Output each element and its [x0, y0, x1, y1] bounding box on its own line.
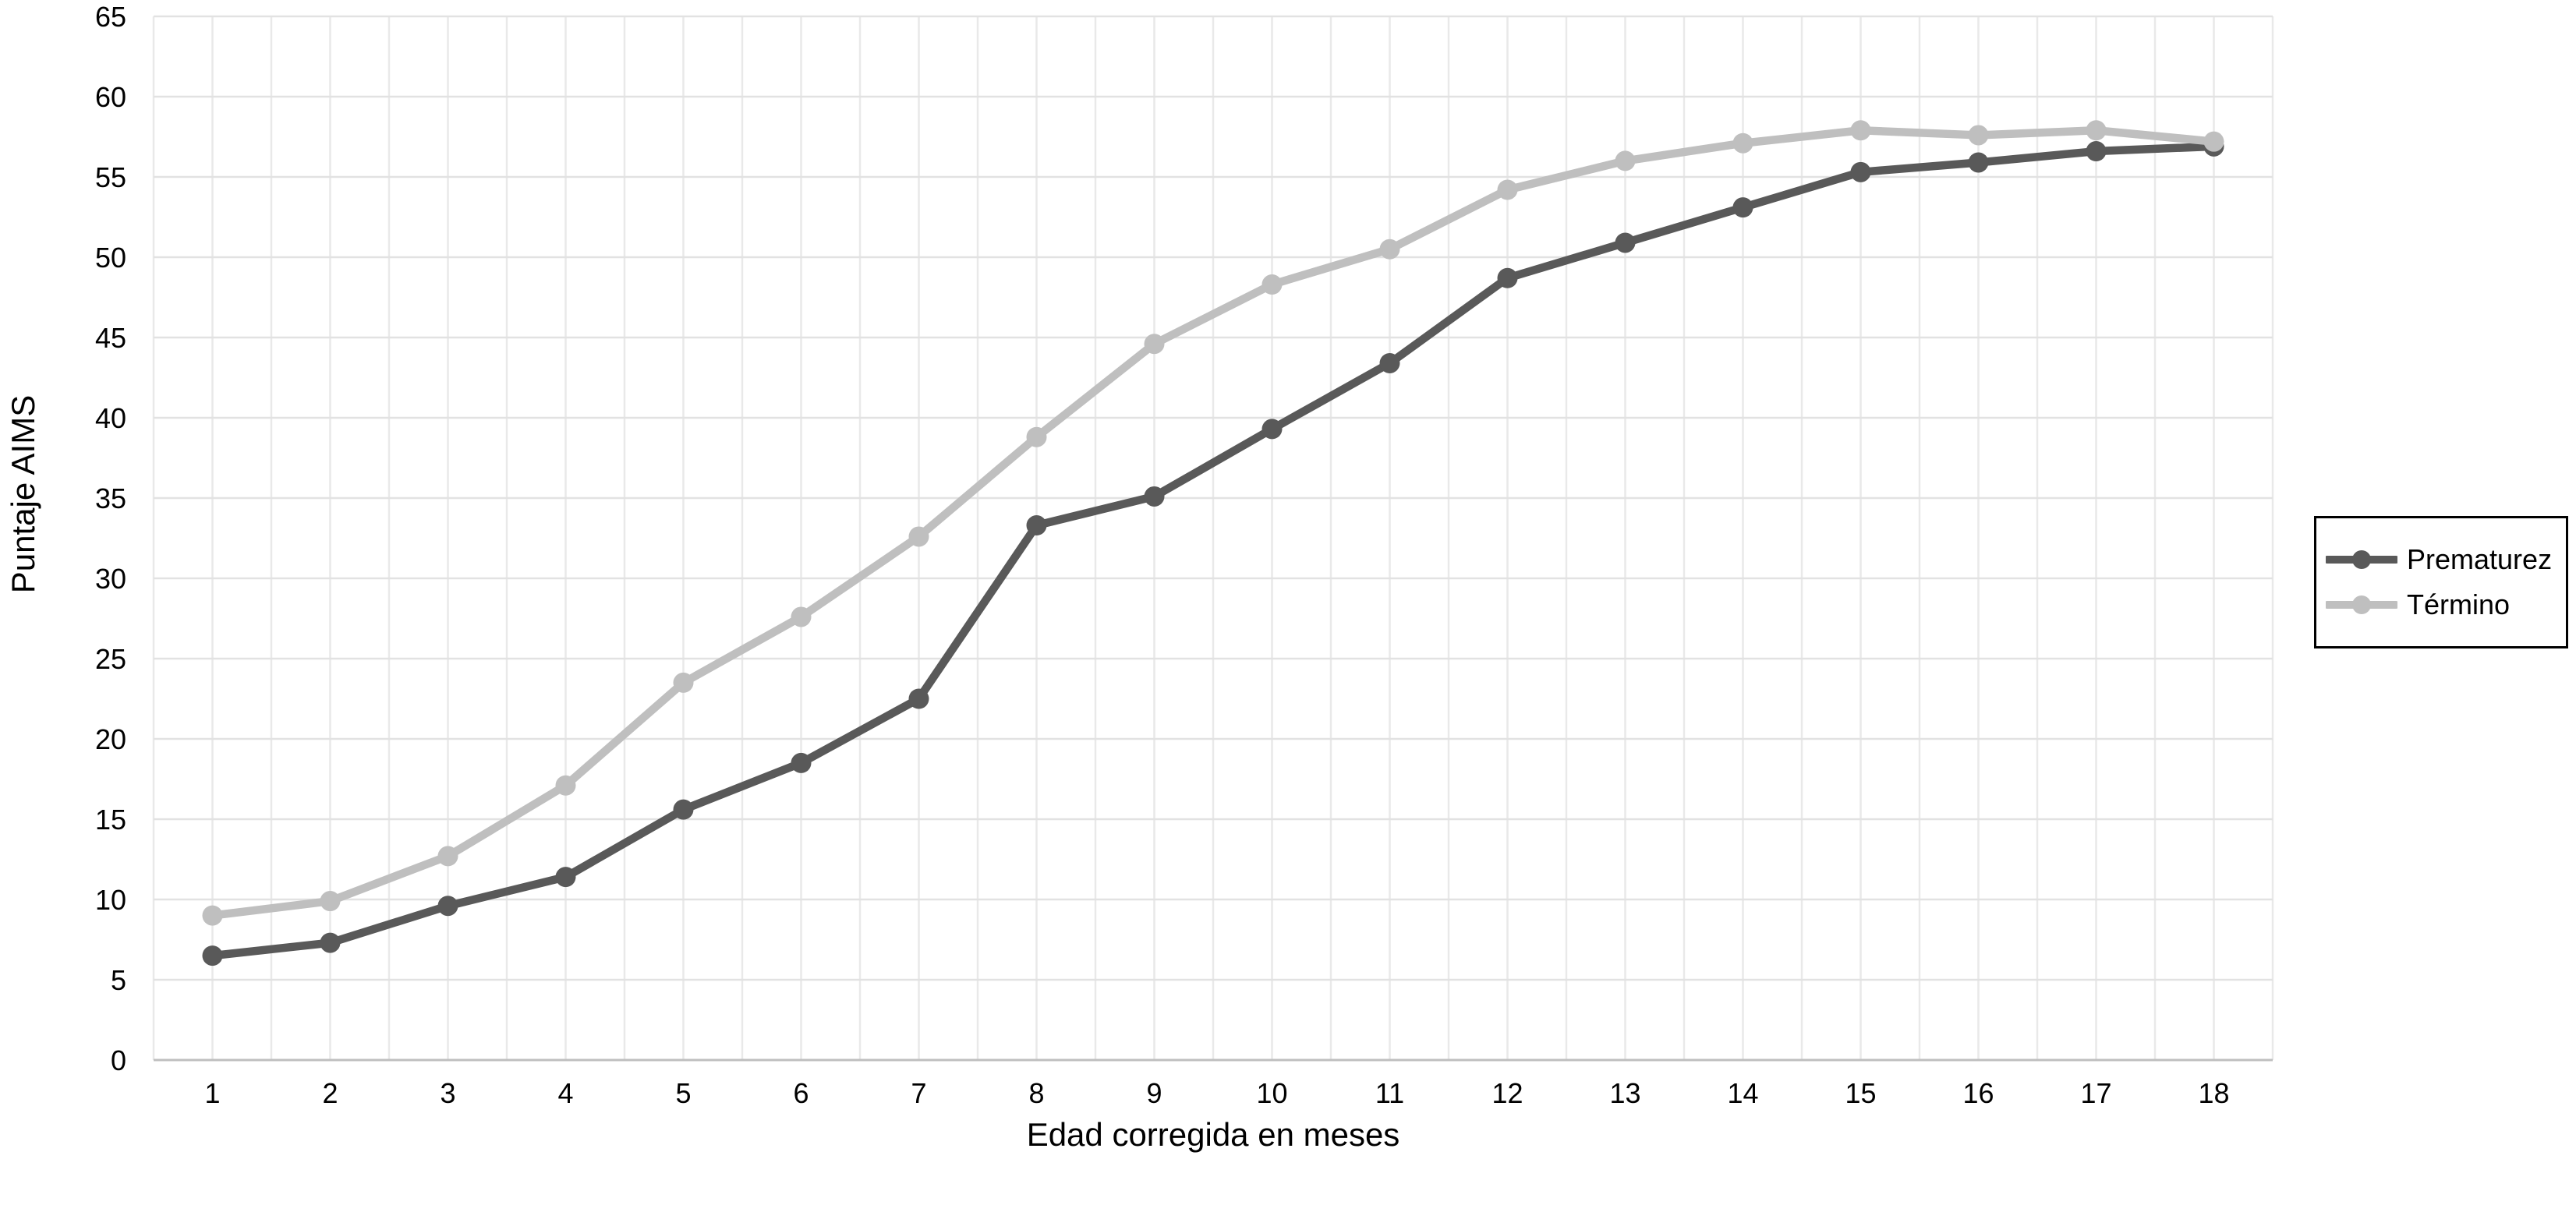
x-tick-label: 11 — [1375, 1077, 1404, 1109]
data-point-marker-término — [1144, 334, 1165, 355]
data-point-marker-término — [1026, 426, 1047, 447]
data-point-marker-término — [1732, 133, 1753, 154]
data-point-marker-término — [673, 672, 694, 693]
data-point-marker-prematurez — [437, 896, 458, 917]
legend-line-marker-icon — [2326, 550, 2397, 569]
data-point-marker-prematurez — [791, 752, 812, 773]
data-point-marker-prematurez — [908, 688, 929, 709]
y-tick-label: 60 — [95, 81, 126, 113]
y-tick-label: 55 — [95, 161, 126, 193]
data-point-marker-término — [1850, 120, 1871, 141]
data-point-marker-término — [437, 846, 458, 867]
x-tick-label: 12 — [1491, 1077, 1523, 1109]
legend-label-termino: Término — [2407, 588, 2511, 620]
x-tick-label: 17 — [2080, 1077, 2111, 1109]
data-point-marker-prematurez — [2086, 141, 2107, 162]
data-point-marker-prematurez — [555, 867, 576, 888]
data-point-marker-prematurez — [320, 932, 341, 953]
legend-line-marker-icon — [2326, 595, 2397, 614]
y-tick-label: 10 — [95, 884, 126, 916]
y-tick-label: 30 — [95, 563, 126, 595]
data-point-marker-prematurez — [1379, 352, 1400, 373]
x-tick-label: 6 — [793, 1077, 809, 1109]
x-tick-label: 15 — [1845, 1077, 1876, 1109]
y-tick-label: 0 — [111, 1044, 126, 1076]
x-tick-label: 14 — [1727, 1077, 1758, 1109]
data-point-marker-término — [2203, 131, 2224, 152]
y-tick-label: 40 — [95, 402, 126, 434]
data-point-marker-término — [2086, 120, 2107, 141]
x-tick-label: 4 — [557, 1077, 573, 1109]
y-tick-label: 15 — [95, 804, 126, 836]
data-point-marker-término — [1615, 150, 1636, 171]
data-point-marker-prematurez — [673, 799, 694, 820]
data-point-marker-prematurez — [1850, 161, 1871, 182]
data-point-marker-término — [1379, 239, 1400, 260]
legend-item-prematurez: Prematurez — [2326, 543, 2566, 576]
x-tick-label: 8 — [1028, 1077, 1044, 1109]
legend-item-termino: Término — [2326, 588, 2566, 621]
x-tick-label: 18 — [2198, 1077, 2229, 1109]
legend: Prematurez Término — [2314, 516, 2568, 648]
x-tick-label: 13 — [1609, 1077, 1640, 1109]
data-point-marker-término — [320, 891, 341, 912]
data-point-marker-prematurez — [1144, 486, 1165, 507]
data-point-marker-prematurez — [1261, 419, 1283, 440]
data-point-marker-término — [908, 526, 929, 547]
y-axis-title: Puntaje AIMS — [5, 394, 41, 594]
x-tick-label: 5 — [675, 1077, 691, 1109]
x-axis-title: Edad corregida en meses — [1026, 1116, 1400, 1153]
data-point-marker-término — [1968, 125, 1989, 146]
x-tick-label: 10 — [1256, 1077, 1287, 1109]
data-point-marker-prematurez — [1615, 232, 1636, 253]
y-tick-label: 20 — [95, 723, 126, 755]
x-tick-label: 2 — [322, 1077, 338, 1109]
x-tick-label: 3 — [440, 1077, 455, 1109]
data-point-marker-término — [555, 775, 576, 796]
y-tick-label: 45 — [95, 322, 126, 354]
data-point-marker-prematurez — [1968, 152, 1989, 173]
x-tick-label: 1 — [204, 1077, 220, 1109]
legend-label-prematurez: Prematurez — [2407, 543, 2553, 575]
data-point-marker-prematurez — [1732, 197, 1753, 218]
y-tick-label: 25 — [95, 643, 126, 675]
data-point-marker-término — [202, 905, 223, 926]
data-point-marker-término — [791, 606, 812, 627]
data-point-marker-prematurez — [1026, 515, 1047, 536]
x-tick-label: 16 — [1962, 1077, 1994, 1109]
data-point-marker-término — [1497, 179, 1518, 200]
data-point-marker-término — [1261, 274, 1283, 295]
y-tick-label: 65 — [95, 1, 126, 33]
y-tick-label: 50 — [95, 242, 126, 274]
y-tick-label: 35 — [95, 482, 126, 514]
x-tick-label: 7 — [911, 1077, 926, 1109]
y-tick-label: 5 — [111, 964, 126, 996]
data-point-marker-prematurez — [202, 945, 223, 966]
x-tick-label: 9 — [1146, 1077, 1162, 1109]
series-line-término — [208, 126, 2218, 920]
data-point-marker-prematurez — [1497, 267, 1518, 288]
series-line-prematurez — [208, 142, 2218, 960]
